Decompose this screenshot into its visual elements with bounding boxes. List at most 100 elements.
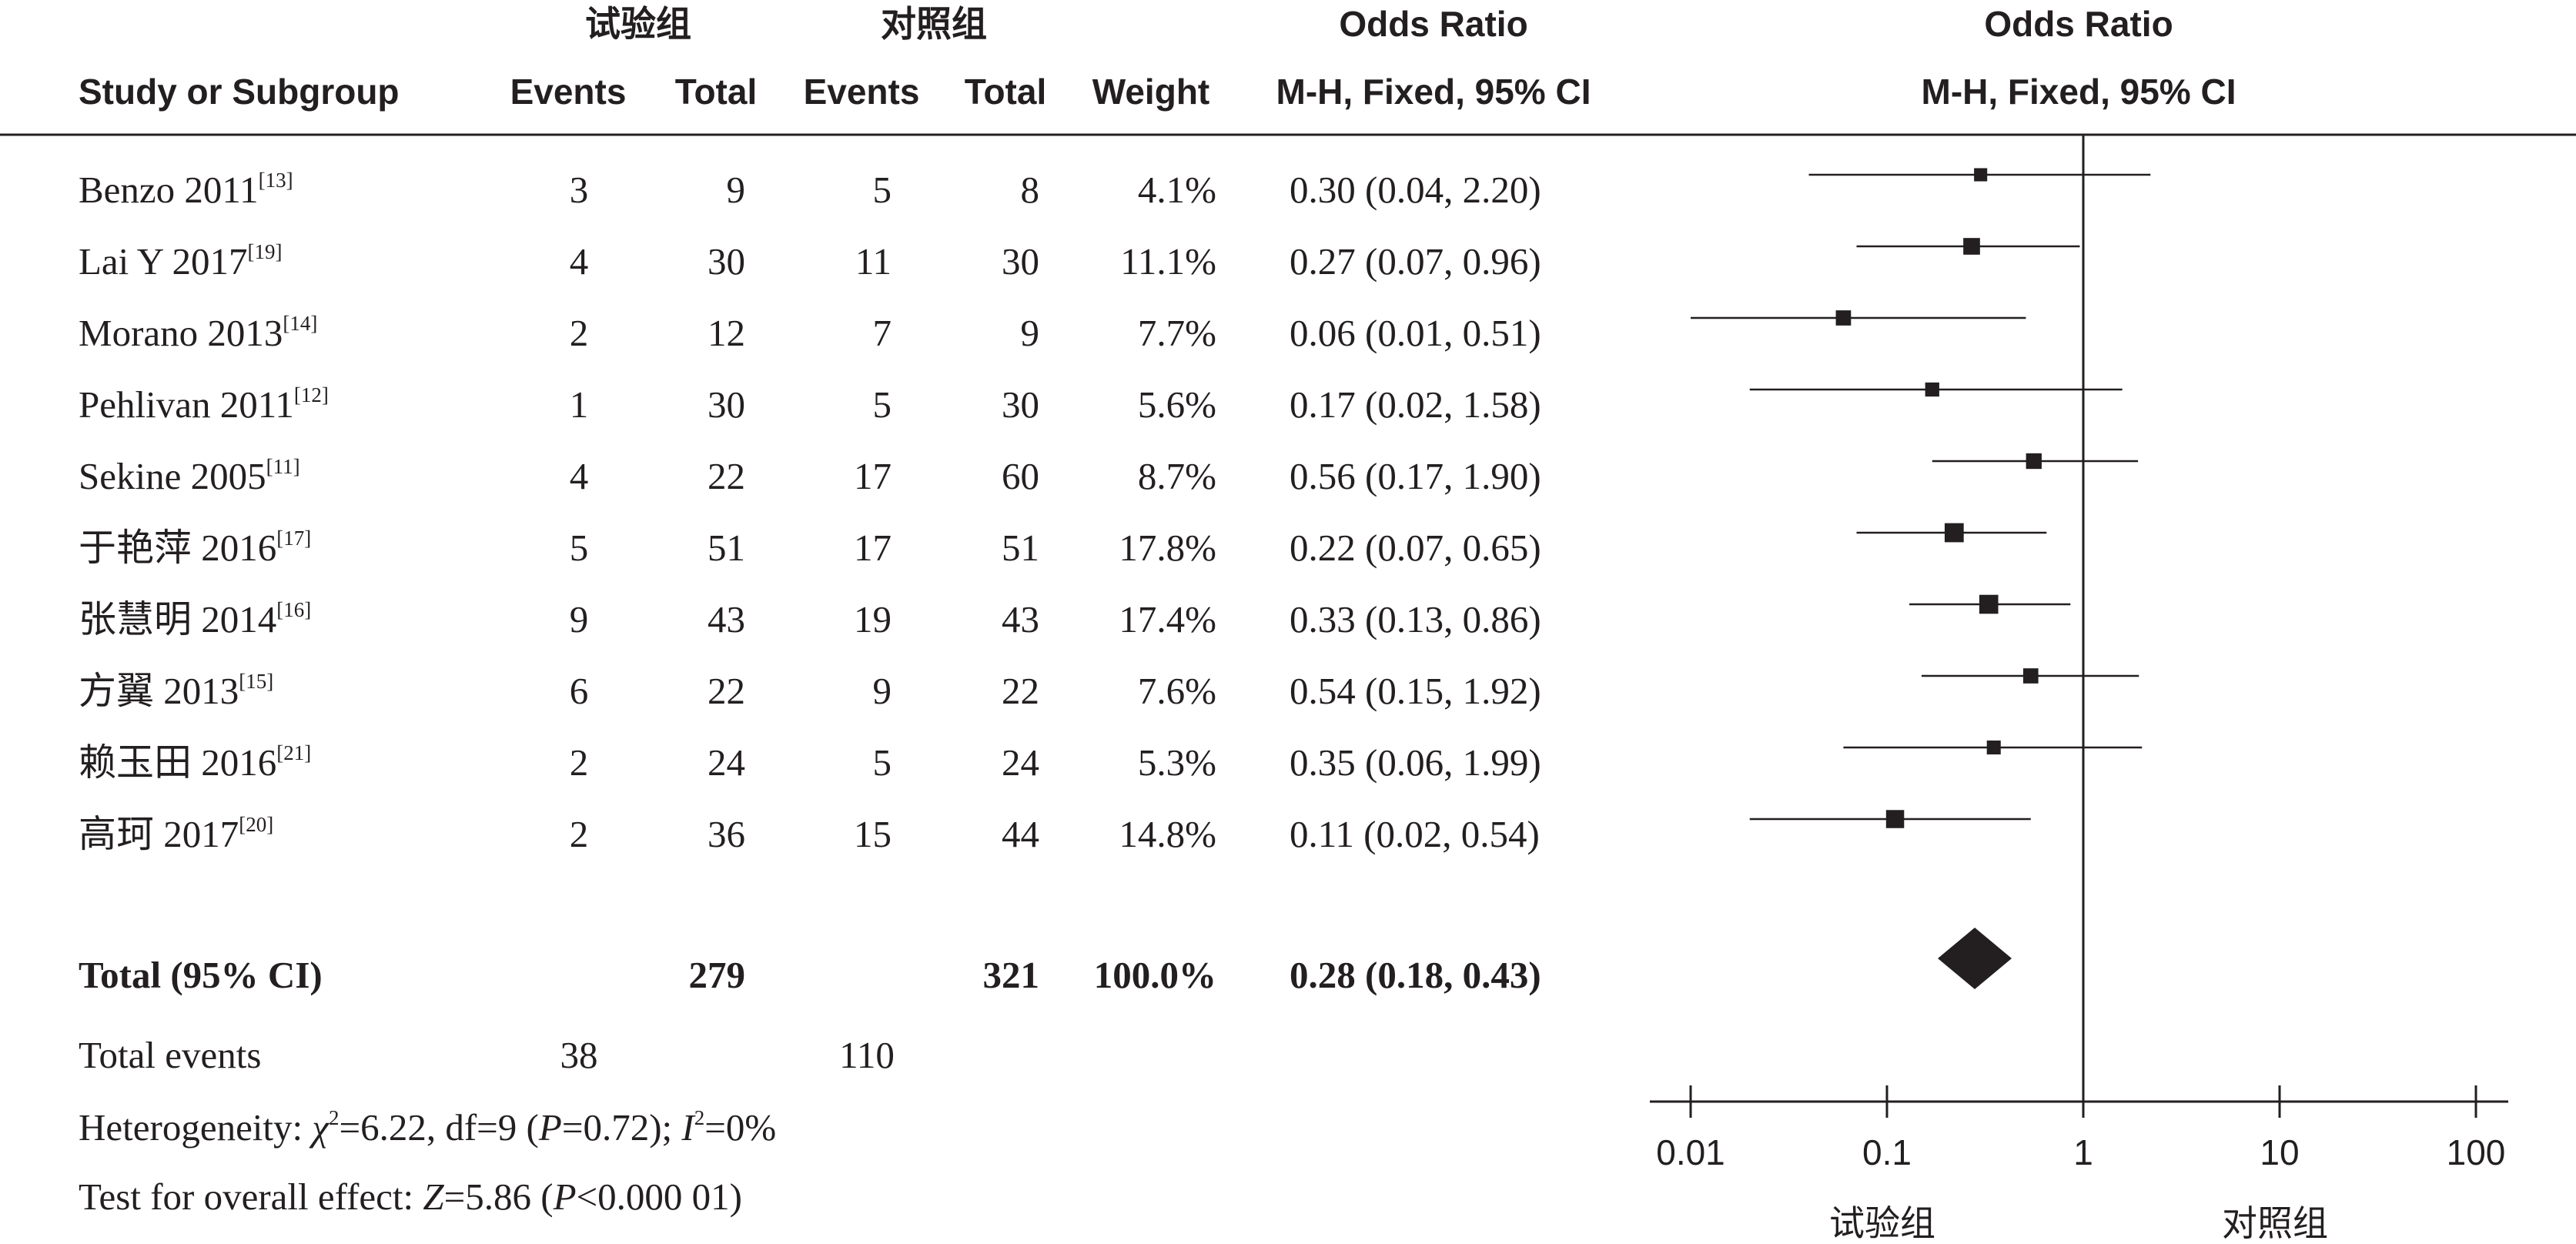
study-name: Sekine 2005[11] xyxy=(79,455,300,497)
study-name: Benzo 2011[13] xyxy=(79,169,293,211)
total-ctrl-sum: 321 xyxy=(982,954,1040,996)
point-estimate-square xyxy=(1974,168,1988,182)
total-exp-cell: 30 xyxy=(708,383,745,426)
point-estimate-square xyxy=(1835,310,1852,326)
odds-ratio-ci-cell: 0.30 (0.04, 2.20) xyxy=(1290,169,1541,211)
weight-cell: 7.6% xyxy=(1137,670,1216,712)
point-estimate-square xyxy=(1986,740,2001,755)
point-estimate-square xyxy=(1979,594,1999,614)
study-name: 方翼 2013[15] xyxy=(79,670,274,712)
odds-ratio-header-right: Odds Ratio xyxy=(1984,4,2173,44)
total-exp-cell: 43 xyxy=(708,598,745,640)
point-estimate-square xyxy=(1925,382,1939,397)
events-ctrl-cell: 7 xyxy=(872,312,892,354)
study-name: 赖玉田 2016[21] xyxy=(79,741,312,784)
total-exp-sum: 279 xyxy=(688,954,746,996)
study-name: Lai Y 2017[19] xyxy=(79,240,283,283)
total-exp-cell: 22 xyxy=(708,670,745,712)
events-ctrl-cell: 5 xyxy=(872,169,892,211)
method-header-right: M-H, Fixed, 95% CI xyxy=(1921,72,2236,112)
events-ctrl-cell: 9 xyxy=(872,670,892,712)
events-exp-header: Events xyxy=(510,72,627,112)
study-column-header: Study or Subgroup xyxy=(79,72,400,112)
x-tick-label: 100 xyxy=(2446,1132,2506,1172)
study-name: 于艳萍 2016[17] xyxy=(79,527,312,569)
events-exp-cell: 1 xyxy=(569,383,589,426)
total-ctrl-cell: 8 xyxy=(1020,169,1040,211)
x-tick-label: 0.1 xyxy=(1862,1132,1912,1172)
total-ctrl-cell: 43 xyxy=(1002,598,1039,640)
odds-ratio-ci-cell: 0.54 (0.15, 1.92) xyxy=(1290,670,1541,712)
weight-cell: 5.6% xyxy=(1137,383,1216,426)
total-label: Total (95% CI) xyxy=(79,954,323,996)
point-estimate-square xyxy=(1944,523,1964,543)
study-name: Morano 2013[14] xyxy=(79,312,318,354)
total-exp-cell: 9 xyxy=(726,169,746,211)
weight-cell: 14.8% xyxy=(1119,813,1216,855)
total-exp-cell: 24 xyxy=(708,741,745,784)
events-exp-cell: 3 xyxy=(569,169,589,211)
events-ctrl-cell: 5 xyxy=(872,741,892,784)
events-exp-cell: 2 xyxy=(569,312,589,354)
weight-header: Weight xyxy=(1092,72,1210,112)
odds-ratio-ci-cell: 0.22 (0.07, 0.65) xyxy=(1290,527,1541,569)
study-name: Pehlivan 2011[12] xyxy=(79,383,329,426)
total-ctrl-cell: 9 xyxy=(1020,312,1040,354)
point-estimate-square xyxy=(1885,810,1905,828)
heterogeneity-text: Heterogeneity: χ2=6.22, df=9 (P=0.72); I… xyxy=(79,1106,777,1149)
odds-ratio-ci-cell: 0.35 (0.06, 1.99) xyxy=(1290,741,1541,784)
total-ctrl-cell: 24 xyxy=(1002,741,1039,784)
x-tick-label: 10 xyxy=(2260,1132,2300,1172)
x-tick-label: 1 xyxy=(2073,1132,2093,1172)
total-ctrl-cell: 30 xyxy=(1002,383,1039,426)
events-ctrl-cell: 19 xyxy=(854,598,892,640)
odds-ratio-ci-cell: 0.11 (0.02, 0.54) xyxy=(1290,813,1540,855)
total-ctrl-cell: 51 xyxy=(1002,527,1039,569)
experimental-group-header: 试验组 xyxy=(585,4,691,44)
weight-cell: 8.7% xyxy=(1137,455,1216,497)
control-group-header: 对照组 xyxy=(881,4,987,44)
total-events-ctrl: 110 xyxy=(839,1034,895,1076)
total-exp-cell: 36 xyxy=(708,813,745,855)
events-ctrl-cell: 5 xyxy=(872,383,892,426)
odds-ratio-ci-cell: 0.56 (0.17, 1.90) xyxy=(1290,455,1541,497)
total-exp-header: Total xyxy=(674,72,758,112)
events-exp-cell: 5 xyxy=(569,527,589,569)
weight-cell: 17.4% xyxy=(1119,598,1216,640)
events-ctrl-cell: 17 xyxy=(854,527,892,569)
total-exp-cell: 30 xyxy=(708,240,745,283)
total-ctrl-cell: 22 xyxy=(1002,670,1039,712)
events-exp-cell: 9 xyxy=(569,598,589,640)
events-ctrl-cell: 17 xyxy=(854,455,892,497)
favours-experimental-label: 试验组 xyxy=(1829,1203,1935,1243)
events-ctrl-cell: 11 xyxy=(855,240,892,283)
total-events-exp: 38 xyxy=(560,1034,598,1076)
point-estimate-square xyxy=(2022,668,2039,684)
events-exp-cell: 2 xyxy=(569,813,589,855)
point-estimate-square xyxy=(2026,453,2042,470)
events-exp-cell: 2 xyxy=(569,741,589,784)
total-ctrl-cell: 30 xyxy=(1002,240,1039,283)
weight-cell: 11.1% xyxy=(1120,240,1216,283)
odds-ratio-ci-cell: 0.27 (0.07, 0.96) xyxy=(1290,240,1541,283)
total-exp-cell: 22 xyxy=(708,455,745,497)
study-name: 高珂 2017[20] xyxy=(79,813,274,855)
pooled-estimate-diamond xyxy=(1938,928,2012,989)
total-ctrl-cell: 60 xyxy=(1002,455,1039,497)
total-ci: 0.28 (0.18, 0.43) xyxy=(1290,954,1541,996)
events-exp-cell: 6 xyxy=(569,670,589,712)
odds-ratio-ci-cell: 0.17 (0.02, 1.58) xyxy=(1290,383,1541,426)
weight-cell: 5.3% xyxy=(1137,741,1216,784)
odds-ratio-header-left: Odds Ratio xyxy=(1339,4,1528,44)
overall-effect-text: Test for overall effect: Z=5.86 (P<0.000… xyxy=(79,1175,742,1218)
total-weight: 100.0% xyxy=(1093,954,1216,996)
weight-cell: 17.8% xyxy=(1119,527,1216,569)
point-estimate-square xyxy=(1963,238,1980,255)
total-events-label: Total events xyxy=(79,1034,262,1076)
x-tick-label: 0.01 xyxy=(1656,1132,1725,1172)
odds-ratio-ci-cell: 0.06 (0.01, 0.51) xyxy=(1290,312,1541,354)
events-ctrl-header: Events xyxy=(803,72,920,112)
weight-cell: 7.7% xyxy=(1137,312,1216,354)
